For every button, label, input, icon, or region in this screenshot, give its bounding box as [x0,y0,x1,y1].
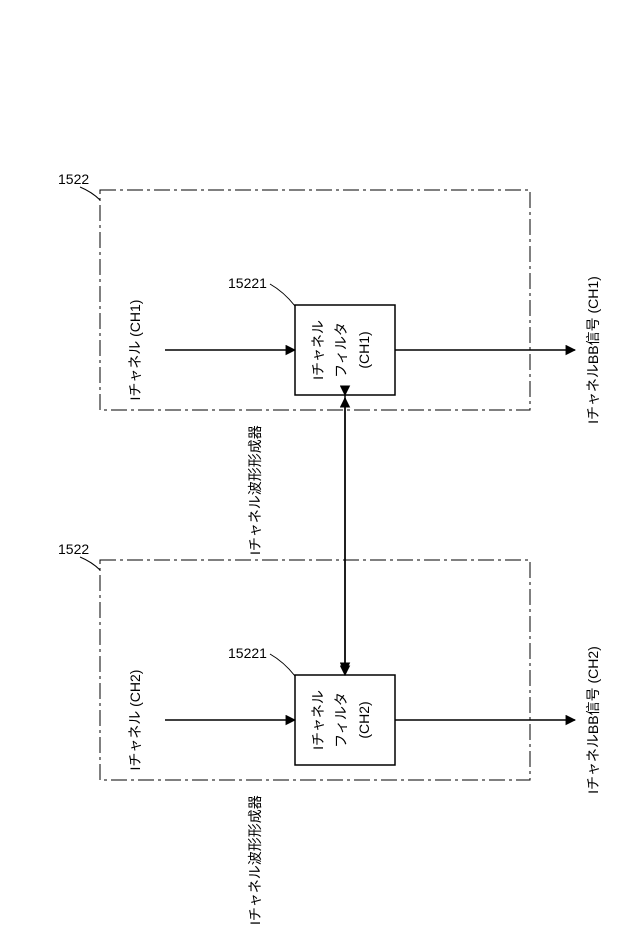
svg-text:フィルタ: フィルタ [333,322,349,378]
shaper-label-ch1: Iチャネル波形形成器 [247,425,263,555]
ref-15221-ch2: 15221 [228,645,267,661]
ch1-output-label: IチャネルBB信号 (CH1) [585,276,601,424]
ref-15221-ch1: 15221 [228,275,267,291]
ch2-output-label: IチャネルBB信号 (CH2) [585,646,601,794]
leader-1522-ch2 [80,557,100,570]
ref-1522-ch2: 1522 [58,541,89,557]
leader-15221-ch2 [270,654,295,676]
filter-text-ch1: Iチャネル フィルタ (CH1) [310,320,372,380]
ch2-input-label: Iチャネル (CH2) [127,670,143,771]
shaper-label-ch2: Iチャネル波形形成器 [247,795,263,925]
svg-text:フィルタ: フィルタ [333,692,349,748]
svg-text:Iチャネル: Iチャネル [310,690,326,750]
leader-1522-ch1 [80,187,100,200]
filter-text-ch2: Iチャネル フィルタ (CH2) [310,690,372,750]
svg-text:Iチャネル: Iチャネル [310,320,326,380]
ref-1522-ch1: 1522 [58,171,89,187]
svg-text:(CH1): (CH1) [356,331,372,368]
svg-text:(CH2): (CH2) [356,701,372,738]
ch1-input-label: Iチャネル (CH1) [127,300,143,401]
leader-15221-ch1 [270,284,295,306]
